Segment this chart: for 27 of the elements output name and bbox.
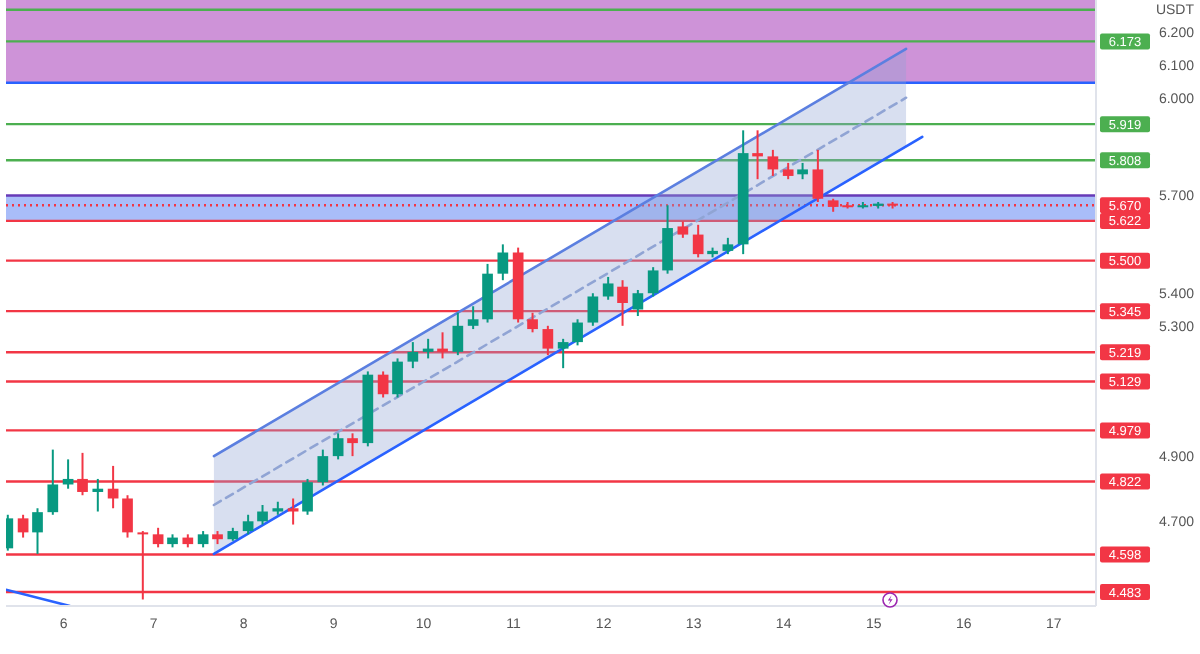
- candlestick: [122, 494, 133, 539]
- candlestick: [32, 507, 43, 555]
- candlestick: [647, 266, 659, 298]
- candlestick: [467, 305, 479, 331]
- candlestick: [572, 318, 583, 347]
- candlestick: [632, 288, 644, 318]
- candlestick: [557, 337, 569, 370]
- candlestick: [17, 513, 29, 539]
- candlestick: [287, 497, 299, 526]
- candlestick: [452, 311, 464, 357]
- candlestick: [257, 504, 268, 526]
- candlestick: [92, 477, 104, 513]
- candlestick: [602, 275, 614, 301]
- candlestick: [317, 448, 329, 487]
- candlestick: [752, 129, 763, 181]
- candlestick: [332, 432, 344, 461]
- candlestick: [392, 357, 403, 399]
- candlestick: [662, 204, 673, 275]
- candlestick: [302, 477, 313, 516]
- candlestick: [152, 526, 164, 549]
- candlestick: [407, 341, 419, 370]
- candlestick: [767, 148, 779, 177]
- candlestick: [587, 292, 599, 327]
- candlestick: [482, 262, 493, 324]
- candlestick: [242, 513, 254, 536]
- candlestick: [47, 448, 59, 516]
- candlestick: [497, 243, 509, 282]
